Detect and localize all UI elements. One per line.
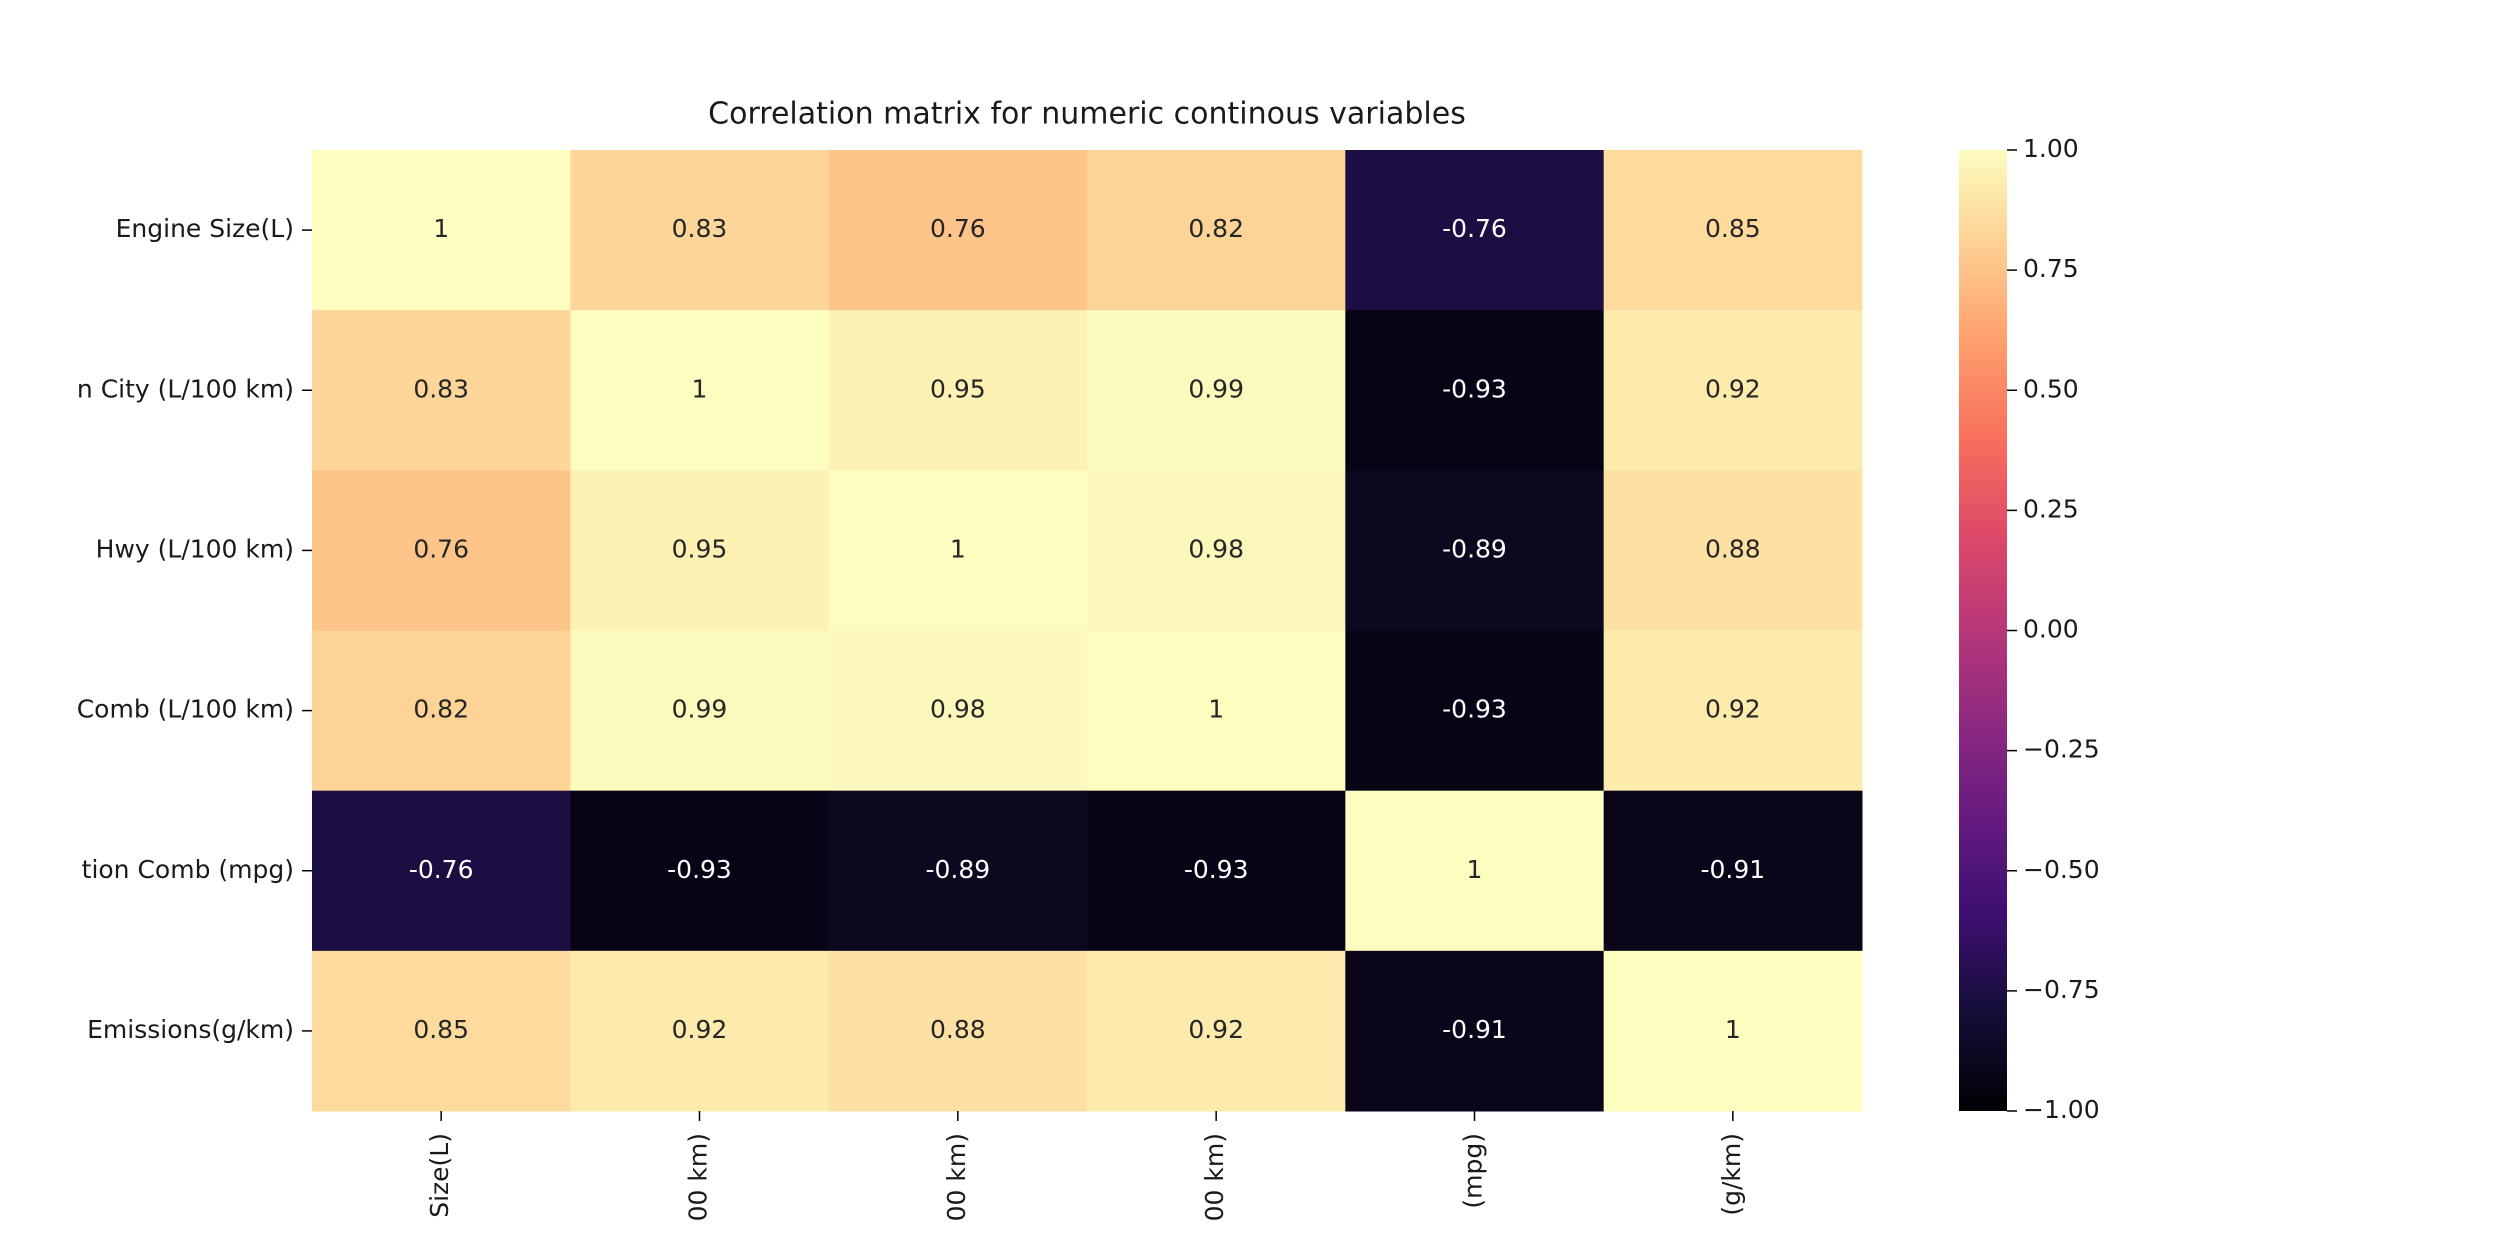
colorbar-tick-label: 0.50 (2023, 374, 2079, 403)
x-tick-label: Size(L) (425, 1133, 454, 1218)
cell-label: 0.88 (1705, 534, 1761, 563)
heatmap-cell (1087, 310, 1346, 471)
cell-label: 0.95 (672, 534, 728, 563)
cell-label: 0.92 (1705, 695, 1761, 724)
heatmap-cell (1345, 150, 1605, 311)
cell-label: -0.93 (1184, 855, 1249, 884)
cell-label: -0.76 (409, 855, 474, 884)
heatmap-cell (828, 950, 1088, 1112)
heatmap-cell (1345, 310, 1605, 471)
heatmap-cell (1603, 310, 1863, 471)
cell-label: 0.76 (930, 214, 986, 243)
cell-label: 1 (692, 374, 708, 403)
heatmap-cell (828, 630, 1088, 792)
cell-label: -0.91 (1700, 855, 1765, 884)
heatmap-cell (570, 150, 830, 311)
heatmap-cell (312, 790, 571, 952)
heatmap-cell (570, 630, 830, 792)
x-tick-label: (g/km) (1717, 1133, 1746, 1216)
heatmap-cell (570, 310, 830, 471)
heatmap-cell (312, 310, 571, 471)
cell-label: 1 (1467, 855, 1483, 884)
heatmap-cell (570, 470, 830, 631)
cell-label: 1 (1208, 695, 1224, 724)
heatmap-cell (1345, 630, 1605, 792)
cell-label: -0.89 (1442, 534, 1507, 563)
cell-label: 0.98 (930, 695, 986, 724)
heatmap-cell (828, 310, 1088, 471)
x-tick-label: 00 km) (684, 1133, 713, 1221)
colorbar-tick-label: 0.00 (2023, 615, 2079, 644)
heatmap-cell (1345, 950, 1605, 1112)
cell-label: -0.91 (1442, 1015, 1507, 1044)
heatmap-cell (1087, 630, 1346, 792)
cell-label: 0.99 (1188, 374, 1244, 403)
colorbar-tick-label: 0.25 (2023, 494, 2079, 523)
cell-label: 0.98 (1188, 534, 1244, 563)
heatmap-cell (1603, 950, 1863, 1112)
chart-title: Correlation matrix for numeric continous… (708, 97, 1466, 132)
cell-label: -0.76 (1442, 214, 1507, 243)
cell-label: 1 (950, 534, 966, 563)
cell-label: 0.99 (672, 695, 728, 724)
y-tick-label: Emissions(g/km) (87, 1015, 294, 1044)
heatmap-cell (1345, 790, 1605, 952)
heatmap-cell (1087, 150, 1346, 311)
y-tick-label: n City (L/100 km) (77, 374, 294, 403)
cell-label: 0.82 (413, 695, 469, 724)
x-tick-label: (mpg) (1459, 1133, 1488, 1209)
heatmap-cell (1603, 790, 1863, 952)
colorbar-tick-label: −0.50 (2023, 855, 2100, 884)
cell-label: 0.83 (413, 374, 469, 403)
heatmap-cell (312, 630, 571, 792)
cell-label: -0.93 (1442, 374, 1507, 403)
cell-label: 0.95 (930, 374, 986, 403)
colorbar-tick-label: −1.00 (2023, 1095, 2100, 1124)
cell-label: -0.93 (1442, 695, 1507, 724)
heatmap-cell (1603, 150, 1863, 311)
cell-label: -0.93 (667, 855, 732, 884)
cell-label: 0.92 (1188, 1015, 1244, 1044)
cell-label: 0.92 (672, 1015, 728, 1044)
heatmap-cell (1087, 470, 1346, 631)
heatmap-cell (828, 470, 1088, 631)
y-tick-label: Comb (L/100 km) (77, 695, 294, 724)
cell-label: 0.82 (1188, 214, 1244, 243)
colorbar-tick-label: 1.00 (2023, 134, 2079, 163)
cell-label: 0.76 (413, 534, 469, 563)
heatmap-cell (1603, 470, 1863, 631)
cell-label: -0.89 (925, 855, 990, 884)
y-tick-label: Engine Size(L) (116, 214, 294, 243)
heatmap-cell (1087, 950, 1346, 1112)
x-tick-label: 00 km) (942, 1133, 971, 1221)
colorbar-tick-label: 0.75 (2023, 254, 2079, 283)
cell-label: 0.85 (1705, 214, 1761, 243)
cell-label: 1 (433, 214, 449, 243)
cell-label: 0.85 (413, 1015, 469, 1044)
cell-label: 1 (1725, 1015, 1741, 1044)
colorbar-tick-label: −0.25 (2023, 735, 2100, 764)
cell-label: 0.88 (930, 1015, 986, 1044)
heatmap-cell (570, 790, 830, 952)
heatmap-cell (1087, 790, 1346, 952)
heatmap-cell (828, 150, 1088, 311)
heatmap-cell (312, 950, 571, 1112)
heatmap-cell (312, 150, 571, 311)
heatmap-cell (1345, 470, 1605, 631)
heatmap-cell (570, 950, 830, 1112)
cell-label: 0.92 (1705, 374, 1761, 403)
heatmap-cell (312, 470, 571, 631)
cell-label: 0.83 (672, 214, 728, 243)
y-tick-label: tion Comb (mpg) (82, 855, 294, 884)
colorbar (1959, 150, 2007, 1111)
colorbar-tick-label: −0.75 (2023, 975, 2100, 1004)
heatmap-cell (1603, 630, 1863, 792)
x-tick-label: 00 km) (1200, 1133, 1229, 1221)
heatmap-cell (828, 790, 1088, 952)
y-tick-label: Hwy (L/100 km) (96, 534, 294, 563)
